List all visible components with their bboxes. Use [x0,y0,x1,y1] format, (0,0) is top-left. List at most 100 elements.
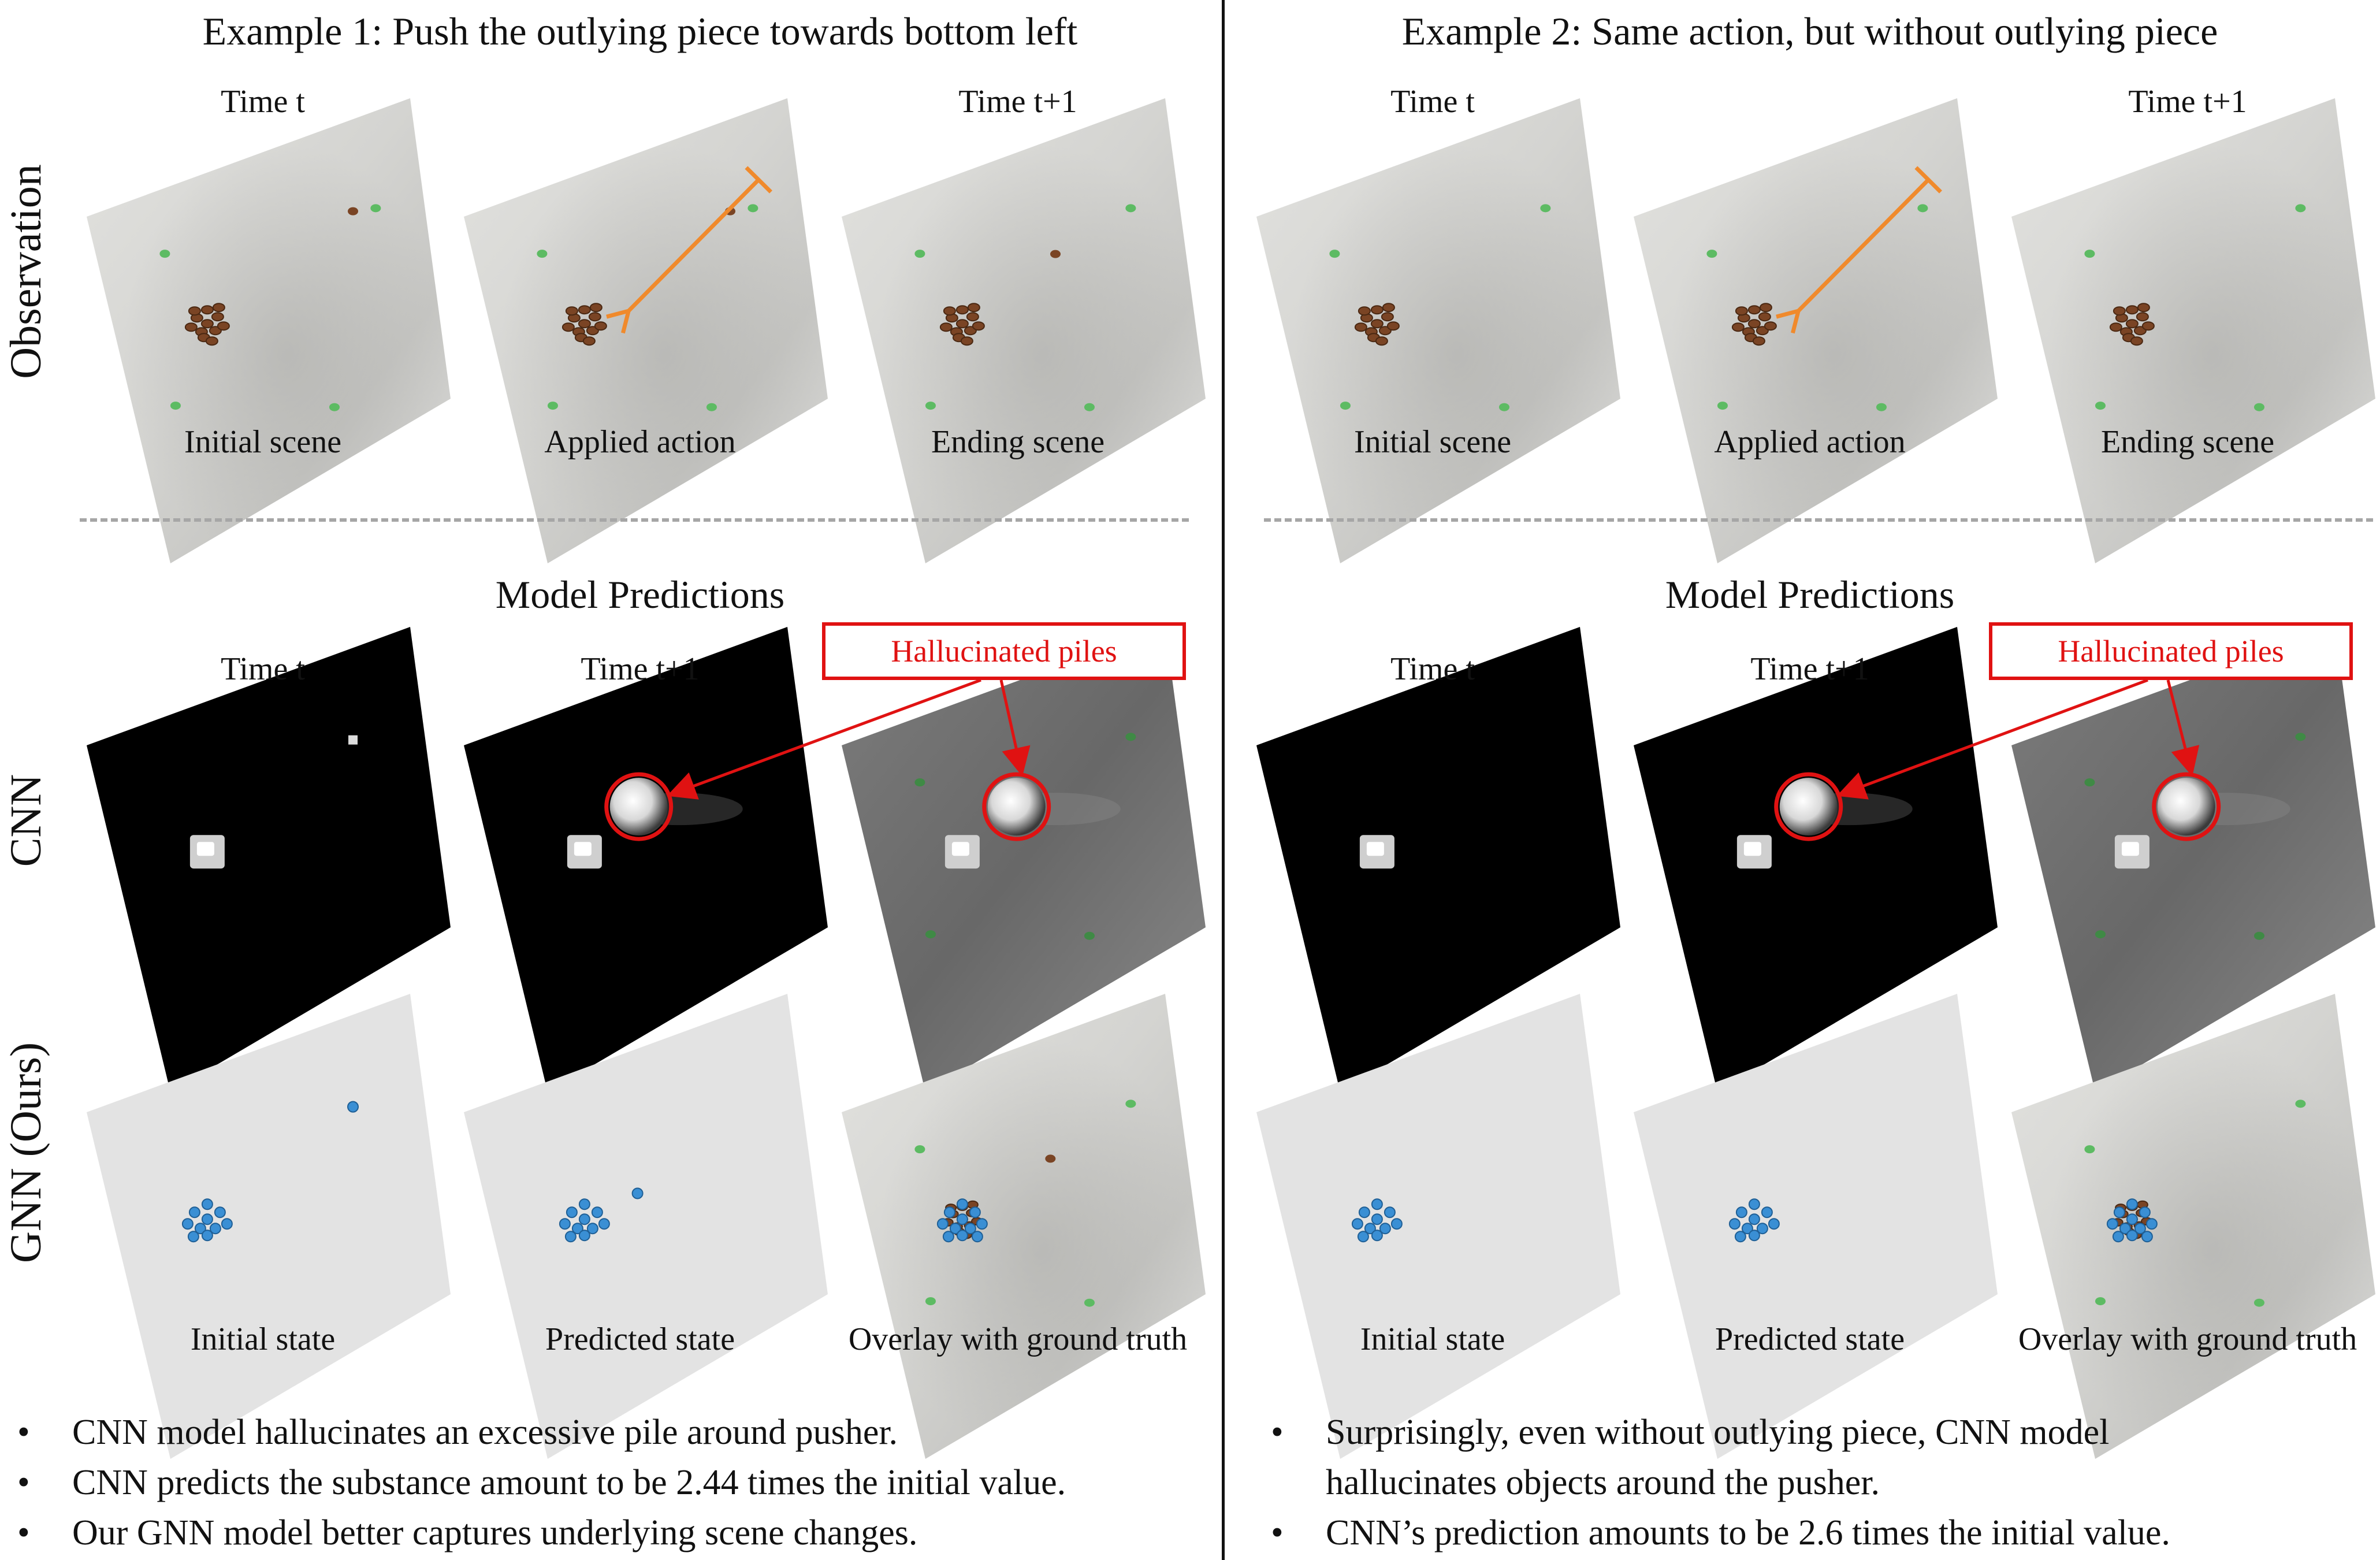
particle [2106,1218,2118,1230]
bean-piece [561,322,575,332]
green-marker [1084,1298,1095,1307]
ex1-cnn-panel-2 [464,627,828,1092]
particle [1768,1218,1780,1230]
row-label-observation: Observation [2,164,50,379]
ex2-time-t1: Time t+1 [2128,84,2247,120]
bean-piece [1370,305,1384,315]
bean-piece [212,303,225,313]
bean-piece [1735,306,1748,316]
ex2-caption-applied-action: Applied action [1714,424,1906,460]
green-marker [1084,931,1095,940]
bean-piece [939,322,953,332]
particle [1756,1223,1768,1235]
particle [566,1206,578,1219]
ex2-caption-predicted-state: Predicted state [1715,1321,1905,1357]
bean-piece [1386,321,1400,331]
green-marker [2253,931,2264,940]
table-shadow [1256,98,1620,563]
bean-piece [2141,321,2155,331]
bean-piece [955,305,969,315]
particle [1748,1198,1760,1210]
green-marker [2084,778,2095,787]
ex1-pred-time-t: Time t [221,651,305,687]
bean-piece [1382,303,1395,313]
cnn-outlying-blob [348,735,358,745]
ex1-caption-initial-scene: Initial scene [184,424,342,460]
particle [2141,1231,2153,1243]
bean-piece [955,319,969,329]
ex2-pred-time-t1: Time t+1 [1750,651,1869,687]
particle [1364,1223,1376,1235]
green-marker [1706,250,1717,258]
green-marker [537,250,548,258]
ex1-pointer-arrow-1 [667,678,981,800]
cnn-overlay-map [842,627,1206,1092]
bean-piece [960,336,973,346]
green-marker [2095,930,2106,939]
particle [936,1218,949,1230]
particle [2112,1231,2124,1243]
particle [1358,1206,1370,1219]
ex1-caption-predicted-state: Predicted state [545,1321,735,1357]
bean-piece [589,303,603,313]
bean-piece [2109,322,2122,332]
bean-piece [967,303,980,313]
action-arrow [1797,178,1930,313]
ex1-gnn-panel-2 [464,994,828,1459]
table-shadow [842,994,1206,1459]
ex1-pointer-arrow-2 [999,679,1031,777]
ex2-caption-initial-state: Initial state [1360,1321,1505,1357]
particle [1728,1218,1741,1230]
green-marker [748,204,758,213]
particle [2119,1223,2131,1235]
hallucination-circle [1774,772,1843,841]
hallucinated-blob [609,778,668,836]
particle [969,1206,981,1219]
green-marker [925,1297,936,1306]
bullet-text: CNN model hallucinates an excessive pile… [72,1413,898,1452]
green-marker [2084,250,2095,258]
ex2-gnn-panel-1 [1256,994,1620,1459]
particle [578,1198,590,1210]
particle [209,1223,221,1235]
bean-piece [200,319,214,329]
ex1-pred-time-t1: Time t+1 [581,651,700,687]
column-divider [1222,0,1225,1560]
example-1-title: Example 1: Push the outlying piece towar… [202,9,1078,53]
ex2-model-predictions-title: Model Predictions [1665,573,1955,616]
bean-piece [594,321,607,331]
bean-piece [2137,303,2150,313]
particle [956,1213,968,1225]
bean-piece [582,336,596,346]
cnn-black-map [87,627,451,1092]
section-separator-right [1264,518,2373,522]
ex1-hallucinated-piles-label: Hallucinated piles [822,622,1186,680]
outlying-piece [348,207,359,216]
gnn-plain-table [1634,994,1998,1459]
particle [1735,1206,1747,1219]
cnn-pile-highlight [951,842,969,856]
bean-piece [943,306,956,316]
bean-piece [1759,303,1772,313]
particle [971,1231,983,1243]
action-arrow-head [606,308,631,334]
table-shadow [2011,98,2375,563]
particle [578,1230,590,1242]
table-shadow [464,98,828,563]
ex2-caption-ending-scene: Ending scene [2100,424,2275,460]
particle [188,1206,200,1219]
example-2-title: Example 2: Same action, but without outl… [1401,9,2218,53]
cnn-black-map [1256,627,1620,1092]
green-marker [925,402,936,410]
action-arrow-head [1776,308,1801,334]
particle [201,1198,213,1210]
particle [976,1218,988,1230]
ex1-gnn-panel-1 [87,994,451,1459]
green-marker [1340,402,1351,410]
ex1-time-t1: Time t+1 [958,84,1077,120]
green-marker [1876,403,1887,411]
bean-piece [1747,319,1761,329]
green-marker [547,402,558,410]
bullet-glyph: • [17,1513,30,1552]
table-shadow [87,98,451,563]
